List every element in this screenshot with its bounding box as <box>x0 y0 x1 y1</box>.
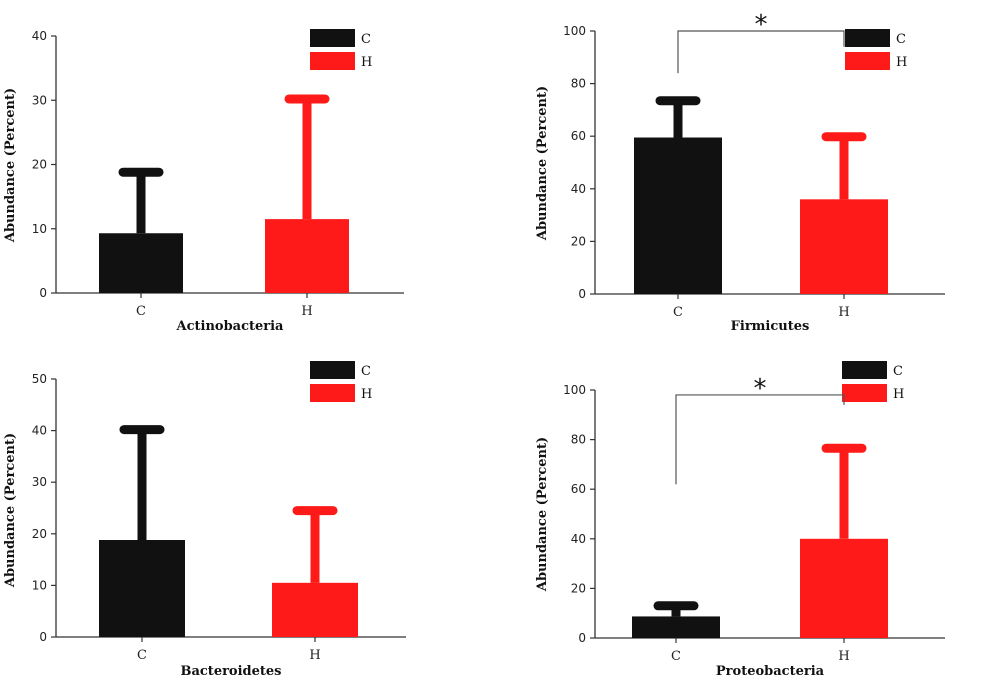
legend-label: H <box>361 55 372 70</box>
significance-star: * <box>754 374 767 404</box>
y-tick-label: 30 <box>32 93 47 107</box>
legend-swatch-H <box>310 52 355 70</box>
y-tick-label: 40 <box>571 182 586 196</box>
legend-label: C <box>361 364 371 379</box>
legend-swatch-C <box>845 29 890 47</box>
y-tick-label: 0 <box>39 286 47 300</box>
legend-label: H <box>896 55 907 70</box>
category-label: C <box>673 305 683 320</box>
legend-swatch-C <box>310 361 355 379</box>
legend-swatch-H <box>842 384 887 402</box>
y-tick-label: 50 <box>32 372 47 386</box>
y-tick-label: 0 <box>578 287 586 301</box>
y-tick-label: 100 <box>563 24 586 38</box>
significance-bracket <box>677 30 845 74</box>
bar-C <box>99 539 185 637</box>
category-label: C <box>137 648 147 663</box>
y-axis-label: Abundance (Percent) <box>3 88 18 243</box>
legend-label: C <box>896 32 906 47</box>
x-axis-label: Firmicutes <box>731 319 810 334</box>
y-tick-label: 60 <box>571 129 586 143</box>
category-label: C <box>671 649 681 664</box>
category-label: C <box>136 304 146 319</box>
category-label: H <box>838 649 849 664</box>
y-tick-label: 40 <box>32 424 47 438</box>
y-axis-label: Abundance (Percent) <box>535 437 550 592</box>
bar-H <box>265 219 349 293</box>
y-axis-label: Abundance (Percent) <box>3 433 18 588</box>
legend-label: H <box>893 387 904 402</box>
y-tick-label: 40 <box>32 29 47 43</box>
y-tick-label: 60 <box>571 482 586 496</box>
bar-H <box>800 538 888 638</box>
category-label: H <box>838 305 849 320</box>
y-tick-label: 20 <box>32 527 47 541</box>
category-label: H <box>309 648 320 663</box>
y-tick-label: 10 <box>32 578 47 592</box>
y-tick-label: 100 <box>563 383 586 397</box>
legend-label: C <box>361 32 371 47</box>
bar-H <box>272 582 358 637</box>
significance-bracket <box>675 394 845 485</box>
x-axis-label: Actinobacteria <box>176 319 285 334</box>
y-tick-label: 30 <box>32 475 47 489</box>
y-tick-label: 20 <box>32 158 47 172</box>
x-axis-label: Bacteroidetes <box>180 664 281 679</box>
y-tick-label: 0 <box>578 631 586 645</box>
bar-C <box>634 137 722 294</box>
y-tick-label: 0 <box>39 630 47 644</box>
bar-C <box>99 233 183 293</box>
significance-star: * <box>755 10 768 40</box>
legend-swatch-C <box>310 29 355 47</box>
category-label: H <box>301 304 312 319</box>
legend-swatch-C <box>842 361 887 379</box>
y-tick-label: 10 <box>32 222 47 236</box>
y-tick-label: 20 <box>571 234 586 248</box>
y-tick-label: 40 <box>571 532 586 546</box>
y-tick-label: 80 <box>571 77 586 91</box>
legend-swatch-H <box>310 384 355 402</box>
legend-label: C <box>893 364 903 379</box>
x-axis-label: Proteobacteria <box>716 664 825 679</box>
bar-C <box>632 616 720 638</box>
legend-label: H <box>361 387 372 402</box>
y-axis-label: Abundance (Percent) <box>535 86 550 241</box>
y-tick-label: 80 <box>571 433 586 447</box>
legend-swatch-H <box>845 52 890 70</box>
bar-H <box>800 199 888 294</box>
y-tick-label: 20 <box>571 581 586 595</box>
